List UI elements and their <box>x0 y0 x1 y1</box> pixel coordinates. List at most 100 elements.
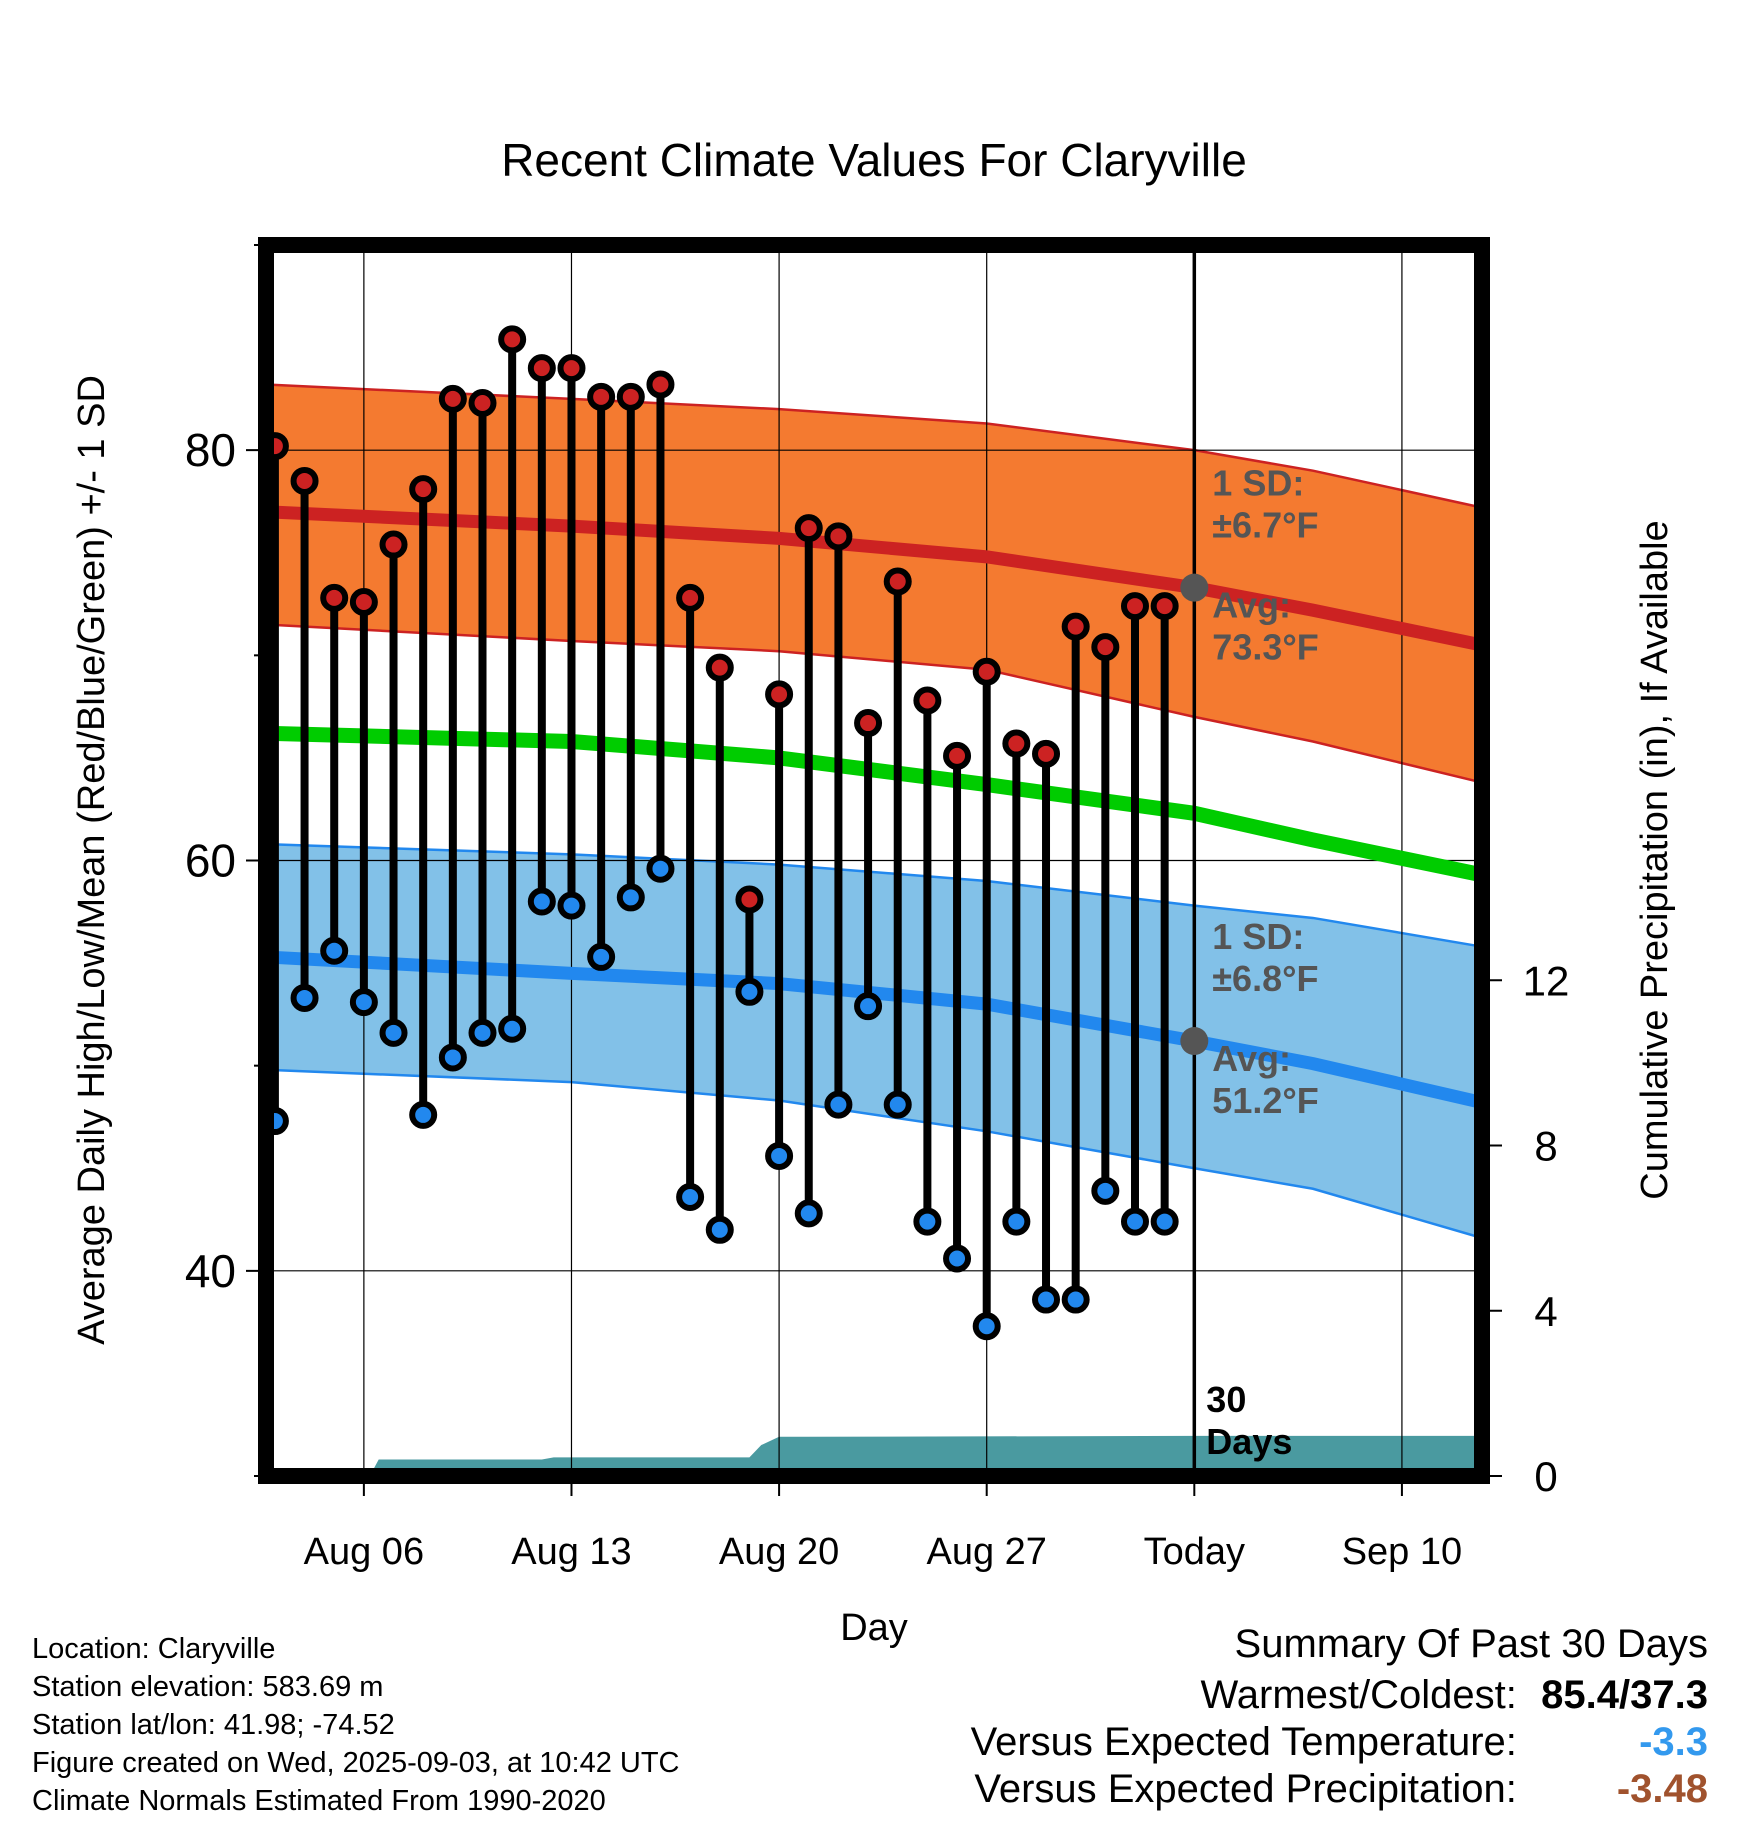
high-point <box>854 709 883 738</box>
high-point <box>943 741 972 770</box>
x-axis-label: Day <box>840 1607 908 1649</box>
high-point <box>1032 739 1061 768</box>
high-point <box>735 885 764 914</box>
low-point <box>379 1018 408 1047</box>
low-point <box>438 1043 467 1072</box>
x-tick-label: Aug 27 <box>926 1531 1046 1573</box>
today-high-avg-marker <box>1180 573 1209 602</box>
x-tick-label: Aug 20 <box>719 1531 839 1573</box>
low-point <box>765 1141 794 1170</box>
high-point <box>1150 592 1179 621</box>
x-tick-label: Sep 10 <box>1342 1531 1462 1573</box>
low-point <box>1061 1285 1090 1314</box>
low-point <box>1120 1207 1149 1236</box>
high-point <box>409 475 438 504</box>
today-low-avg-marker <box>1180 1027 1209 1056</box>
low-point <box>1002 1207 1031 1236</box>
summary-warm-cold: Warmest/Coldest: 85.4/37.3 <box>971 1673 1709 1718</box>
y-tick-label: 60 <box>185 835 236 887</box>
x-tick-label: Aug 06 <box>304 1531 424 1573</box>
low-point <box>1032 1285 1061 1314</box>
high-avg-label: Avg: <box>1212 585 1291 626</box>
high-point <box>824 522 853 551</box>
x-tick-label: Aug 13 <box>511 1531 631 1573</box>
today-days-label: Days <box>1206 1421 1292 1462</box>
low-point <box>794 1199 823 1228</box>
high-point <box>646 370 675 399</box>
high-point <box>468 388 497 417</box>
high-point <box>438 384 467 413</box>
summary-title: Summary Of Past 30 Days <box>1234 1622 1708 1666</box>
high-point <box>1061 612 1090 641</box>
high-point <box>794 514 823 543</box>
today-count-label: 30 <box>1206 1379 1246 1420</box>
low-point <box>824 1090 853 1119</box>
y2-tick-label: 8 <box>1534 1123 1557 1170</box>
station-info: Location: Claryville Station elevation: … <box>32 1630 680 1820</box>
summary-panel: Summary Of Past 30 Days Warmest/Coldest:… <box>971 1622 1708 1812</box>
high-point <box>1091 633 1120 662</box>
low-point <box>943 1244 972 1273</box>
y-tick-label: 40 <box>185 1245 236 1297</box>
low-point <box>1150 1207 1179 1236</box>
low-point <box>972 1312 1001 1341</box>
high-point <box>616 382 645 411</box>
low-point <box>468 1018 497 1047</box>
low-point <box>705 1215 734 1244</box>
high-point <box>320 583 349 612</box>
low-point <box>735 977 764 1006</box>
high-point <box>913 686 942 715</box>
y-tick-label: 80 <box>185 424 236 476</box>
y2-tick-label: 4 <box>1534 1288 1557 1335</box>
warm-cold-label: Warmest/Coldest: <box>1200 1673 1517 1717</box>
high-point <box>676 583 705 612</box>
high-point <box>587 382 616 411</box>
high-sd-value: ±6.7°F <box>1212 505 1318 546</box>
low-point <box>883 1090 912 1119</box>
high-point <box>705 653 734 682</box>
low-point <box>676 1182 705 1211</box>
precip-value: -3.48 <box>1616 1767 1708 1811</box>
high-point <box>557 354 586 383</box>
y2-tick-label: 0 <box>1534 1453 1557 1500</box>
low-point <box>587 942 616 971</box>
low-avg-value: 51.2°F <box>1212 1080 1318 1121</box>
high-point <box>349 587 378 616</box>
high-point <box>498 325 527 354</box>
x-tick-label: Today <box>1144 1531 1245 1573</box>
high-sd-label: 1 SD: <box>1212 463 1304 504</box>
low-sd-value: ±6.8°F <box>1212 958 1318 999</box>
high-point <box>379 530 408 559</box>
high-avg-value: 73.3°F <box>1212 627 1318 668</box>
high-point <box>883 567 912 596</box>
info-elevation: Station elevation: 583.69 m <box>32 1671 384 1703</box>
info-latlon: Station lat/lon: 41.98; -74.52 <box>32 1709 395 1741</box>
low-point <box>320 936 349 965</box>
high-point <box>527 354 556 383</box>
low-point <box>1091 1176 1120 1205</box>
low-point <box>646 854 675 883</box>
summary-temp: Versus Expected Temperature: -3.3 <box>971 1720 1708 1765</box>
low-point <box>409 1100 438 1129</box>
low-sd-band <box>266 844 1482 1239</box>
high-point <box>290 466 319 495</box>
high-point <box>1120 592 1149 621</box>
low-point <box>527 887 556 916</box>
low-point <box>557 891 586 920</box>
precip-label: Versus Expected Precipitation: <box>974 1767 1517 1811</box>
info-location: Location: Claryville <box>32 1633 276 1665</box>
high-point <box>972 657 1001 686</box>
info-created: Figure created on Wed, 2025-09-03, at 10… <box>32 1747 680 1779</box>
chart-title: Recent Climate Values For Claryville <box>501 134 1247 186</box>
high-point <box>765 680 794 709</box>
low-point <box>349 988 378 1017</box>
low-sd-label: 1 SD: <box>1212 916 1304 957</box>
temp-value: -3.3 <box>1639 1720 1708 1764</box>
low-point <box>913 1207 942 1236</box>
low-point <box>854 992 883 1021</box>
low-point <box>498 1014 527 1043</box>
summary-precip: Versus Expected Precipitation: -3.48 <box>971 1767 1708 1812</box>
warm-cold-value: 85.4/37.3 <box>1541 1673 1708 1717</box>
